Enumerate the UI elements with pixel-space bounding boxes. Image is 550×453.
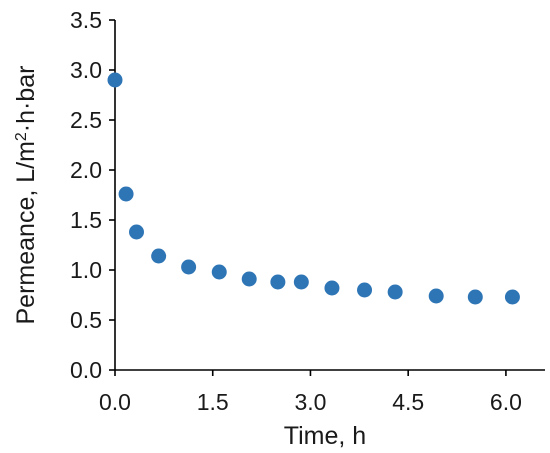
- y-tick-label: 3.5: [70, 7, 102, 33]
- data-point: [293, 274, 309, 290]
- data-point: [151, 248, 167, 264]
- data-point: [428, 288, 444, 304]
- data-point: [270, 274, 286, 290]
- data-point: [357, 282, 373, 298]
- x-tick-label: 1.5: [197, 389, 229, 415]
- data-point: [324, 280, 340, 296]
- y-axis-ticks: 0.0 0.5 1.0 1.5 2.0 2.5 3.0 3.5: [70, 7, 115, 383]
- data-point: [129, 224, 144, 240]
- x-tick-label: 3.0: [294, 389, 326, 415]
- data-point: [107, 72, 123, 88]
- y-axis-title-superscript: 2: [13, 132, 30, 141]
- y-tick-label: 2.0: [70, 157, 102, 183]
- data-points: [107, 72, 520, 305]
- x-tick-label: 6.0: [490, 389, 522, 415]
- y-axis-title: Permeance, L/m2·h·bar: [12, 65, 40, 324]
- data-point: [467, 289, 483, 305]
- x-axis-ticks: 0.0 1.5 3.0 4.5 6.0: [99, 370, 522, 415]
- data-point: [211, 264, 227, 280]
- data-point: [118, 186, 134, 202]
- y-tick-label: 1.5: [70, 207, 102, 233]
- y-axis-title-prefix: Permeance, L/m: [12, 141, 40, 324]
- data-point: [181, 259, 197, 275]
- data-point: [241, 271, 257, 287]
- x-tick-label: 4.5: [392, 389, 424, 415]
- y-axis-title-suffix: ·h·bar: [12, 65, 40, 132]
- y-tick-label: 1.0: [70, 257, 102, 283]
- y-tick-label: 3.0: [70, 57, 102, 83]
- x-axis-title: Time, h: [284, 422, 366, 450]
- data-point: [504, 289, 520, 305]
- data-point: [387, 284, 403, 300]
- x-tick-label: 0.0: [99, 389, 131, 415]
- y-tick-label: 0.0: [70, 357, 102, 383]
- y-tick-label: 0.5: [70, 307, 102, 333]
- y-tick-label: 2.5: [70, 107, 102, 133]
